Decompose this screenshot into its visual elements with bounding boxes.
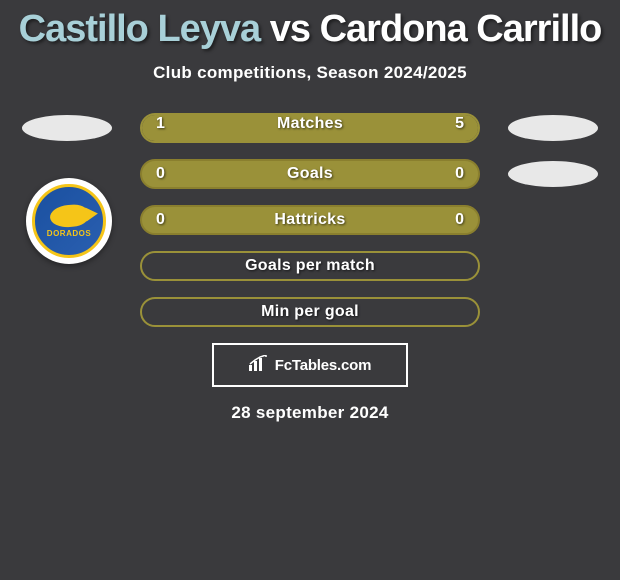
stat-bar-goals: 0 Goals 0: [140, 159, 480, 189]
footer-brand-box: FcTables.com: [212, 343, 408, 387]
vs-text: vs: [270, 8, 310, 50]
page-title: Castillo Leyva vs Cardona Carrillo: [0, 0, 620, 51]
stat-bar-gpm: Goals per match: [140, 251, 480, 281]
stat-right-value: 5: [455, 115, 464, 133]
club-badge-inner: DORADOS: [32, 184, 106, 258]
stat-row-goals: 0 Goals 0: [10, 159, 610, 189]
stat-right-value: 0: [455, 165, 464, 183]
stat-label: Min per goal: [142, 303, 478, 321]
subtitle: Club competitions, Season 2024/2025: [0, 63, 620, 83]
player1-ellipse: [22, 115, 112, 141]
player2-ellipse: [508, 115, 598, 141]
stat-label: Matches: [142, 115, 478, 133]
stat-label: Goals: [142, 165, 478, 183]
stat-bar-mpg: Min per goal: [140, 297, 480, 327]
club-name: DORADOS: [47, 229, 91, 238]
stat-row-gpm: Goals per match: [10, 251, 610, 281]
stat-row-mpg: Min per goal: [10, 297, 610, 327]
player2-name: Cardona Carrillo: [320, 8, 602, 50]
club-badge: DORADOS: [26, 178, 112, 264]
stat-right-value: 0: [455, 211, 464, 229]
fish-icon: [49, 203, 89, 228]
player1-name: Castillo Leyva: [19, 8, 261, 50]
footer-brand-text: FcTables.com: [275, 357, 372, 374]
chart-icon: [249, 355, 269, 376]
date-text: 28 september 2024: [0, 403, 620, 423]
stat-bar-hattricks: 0 Hattricks 0: [140, 205, 480, 235]
stat-label: Hattricks: [142, 211, 478, 229]
stat-row-matches: 1 Matches 5: [10, 113, 610, 143]
player2-ellipse-2: [508, 161, 598, 187]
stat-bar-matches: 1 Matches 5: [140, 113, 480, 143]
stat-label: Goals per match: [142, 257, 478, 275]
